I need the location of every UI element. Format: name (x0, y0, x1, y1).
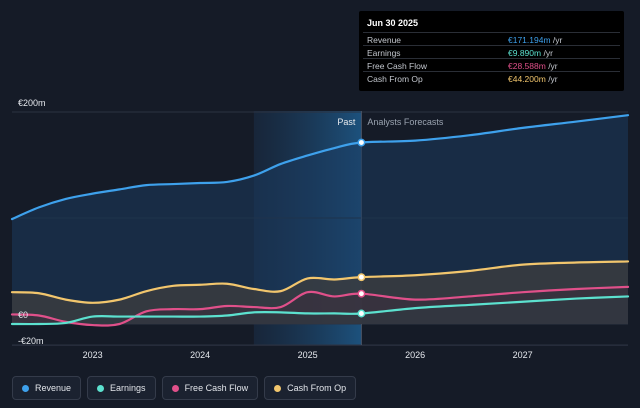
tooltip-label: Cash From Op (367, 74, 423, 84)
tooltip-label: Earnings (367, 48, 401, 58)
legend: Revenue Earnings Free Cash Flow Cash Fro… (12, 376, 357, 400)
tooltip-date: Jun 30 2025 (367, 18, 419, 28)
legend-label: Free Cash Flow (184, 383, 249, 393)
cfo-line (10, 260, 630, 304)
legend-dot-icon (22, 384, 29, 392)
tooltip-value: €9.890m (508, 48, 542, 58)
tooltip: Jun 30 2025 Revenue €171.194m /yr Earnin… (359, 11, 624, 91)
legend-item-free-cash-flow[interactable]: Free Cash Flow (161, 376, 259, 400)
legend-item-cash-from-op[interactable]: Cash From Op (264, 376, 357, 400)
legend-dot-icon (97, 384, 105, 392)
legend-label: Revenue (35, 383, 72, 393)
legend-dot-icon (274, 384, 282, 392)
tooltip-unit: /yr (552, 35, 563, 45)
legend-dot-icon (171, 384, 179, 392)
tooltip-row-earnings: Earnings €9.890m /yr (363, 45, 620, 59)
cfo-marker (357, 273, 366, 282)
earnings-line (10, 295, 630, 326)
tooltip-row-revenue: Revenue €171.194m /yr (363, 32, 620, 46)
revenue-line (10, 114, 630, 221)
tooltip-value: €28.588m (508, 61, 546, 71)
tooltip-label: Revenue (367, 35, 402, 45)
fcf-marker (357, 289, 366, 298)
revenue-marker (357, 138, 366, 147)
past-label: Past (337, 117, 356, 127)
y-tick-label: -€20m (18, 336, 44, 346)
tooltip-value: €44.200m (508, 74, 546, 84)
tooltip-label: Free Cash Flow (367, 61, 427, 71)
legend-label: Earnings (110, 383, 146, 393)
tooltip-unit: /yr (543, 48, 553, 58)
tooltip-value: €171.194m (508, 35, 551, 45)
tooltip-unit: /yr (548, 61, 558, 71)
tooltip-row-fcf: Free Cash Flow €28.588m /yr (363, 58, 620, 72)
earnings-marker (357, 309, 366, 318)
fcf-line (10, 285, 630, 327)
x-tick-label: 2025 (298, 350, 318, 360)
forecast-label: Analysts Forecasts (367, 117, 444, 127)
x-tick-label: 2027 (513, 350, 533, 360)
x-tick-label: 2023 (83, 350, 103, 360)
x-tick-label: 2026 (405, 350, 425, 360)
tooltip-row-cfo: Cash From Op €44.200m /yr (363, 71, 620, 85)
legend-item-revenue[interactable]: Revenue (12, 376, 82, 400)
legend-item-earnings[interactable]: Earnings (87, 376, 156, 400)
x-tick-label: 2024 (190, 350, 210, 360)
y-tick-label: €200m (18, 98, 46, 108)
y-tick-label: €0 (18, 310, 28, 320)
legend-label: Cash From Op (287, 383, 347, 393)
tooltip-unit: /yr (548, 74, 558, 84)
